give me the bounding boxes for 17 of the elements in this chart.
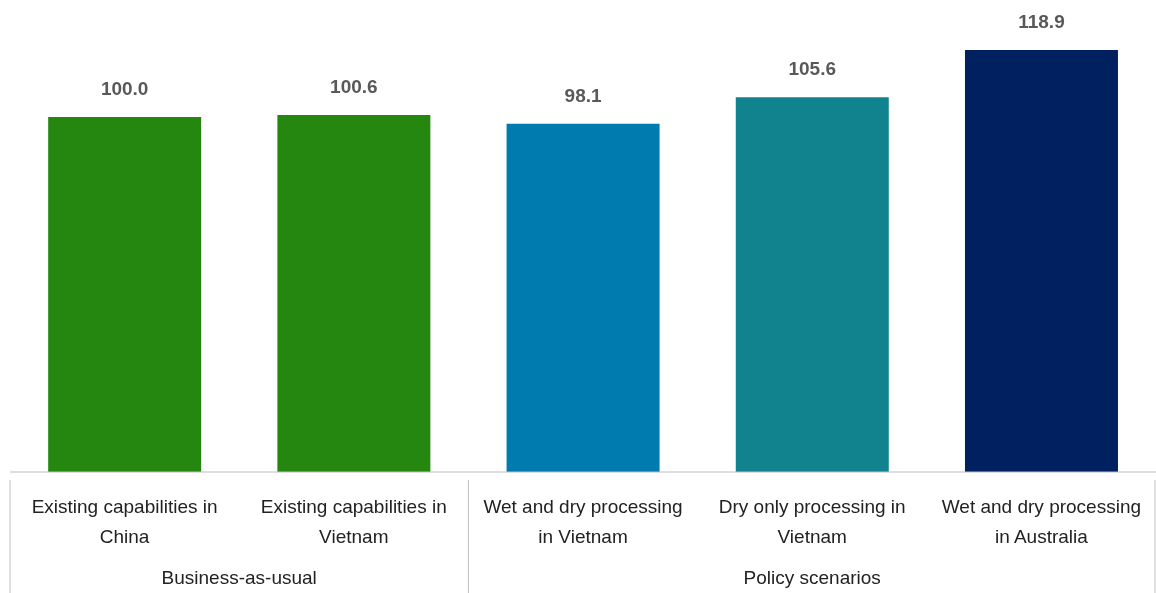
- text: Business-as-usual: [161, 567, 317, 588]
- bar: [735, 97, 889, 472]
- x-tick-label: Dry only processing in Vietnam: [718, 496, 906, 547]
- bar: [964, 50, 1118, 472]
- x-tick-label: Wet and dry processing in Vietnam: [483, 496, 683, 547]
- text: Policy scenarios: [743, 567, 881, 588]
- x-tick-label: Existing capabilities in Vietnam: [260, 496, 447, 547]
- bar: [48, 117, 202, 472]
- data-label: 118.9: [1018, 11, 1065, 32]
- data-label: 105.6: [788, 58, 837, 80]
- bar: [277, 114, 431, 472]
- x-tick-label: Wet and dry processing in Australia: [941, 496, 1142, 547]
- bar: [506, 123, 660, 472]
- data-label: 98.1: [564, 84, 602, 106]
- data-label: 100.0: [100, 78, 149, 100]
- x-tick-label: Existing capabilities in China: [31, 496, 218, 547]
- data-label: 100.6: [330, 75, 378, 97]
